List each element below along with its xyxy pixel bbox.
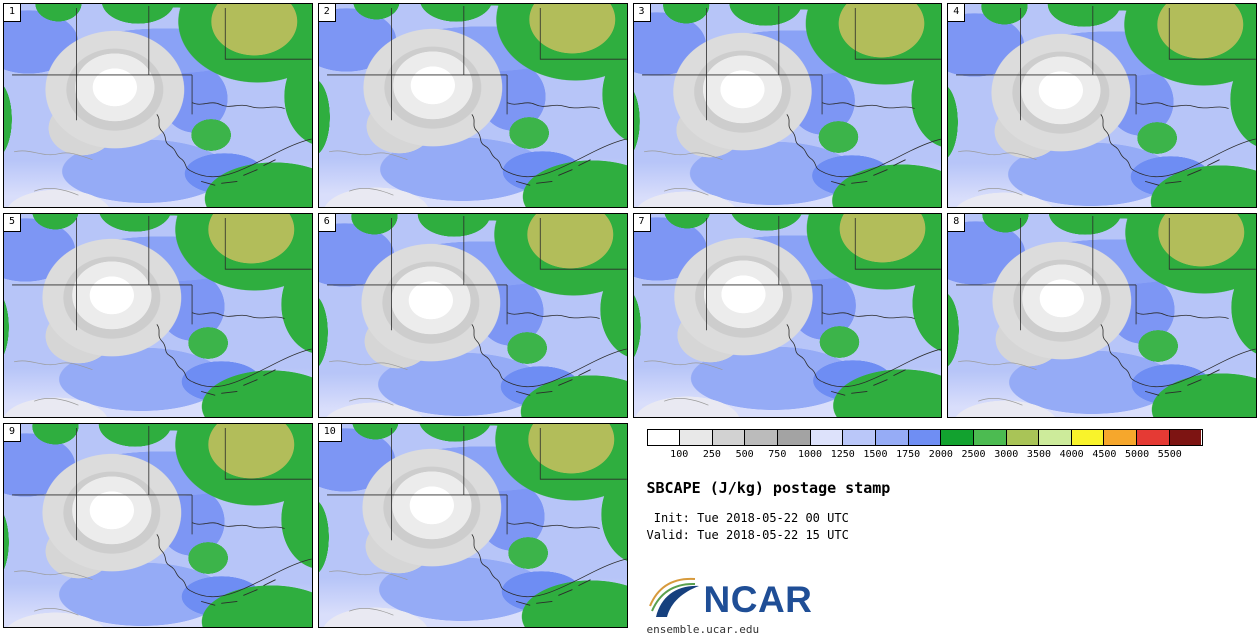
colorbar-tick-label: 250: [702, 449, 721, 460]
state-borders-overlay: [326, 215, 627, 406]
cape-field-map: [948, 4, 1257, 207]
colorbar-tick-label: 100: [670, 449, 689, 460]
map-panel: 10: [317, 423, 628, 628]
colorbar-box: [941, 430, 974, 445]
panel-number: 3: [633, 4, 651, 22]
map-panel: 4: [947, 3, 1257, 208]
cape-field-map: [633, 214, 942, 417]
colorbar-tick-label: 5500: [1157, 449, 1182, 460]
chart-title: SBCAPE (J/kg) postage stamp: [646, 479, 891, 497]
cape-field-map: [318, 214, 627, 417]
colorbar-tick-label: 3500: [1026, 449, 1052, 460]
colorbar-box: [778, 430, 811, 445]
panel-number: 7: [633, 214, 651, 232]
colorbar-box: [1137, 430, 1170, 445]
map-panel: 2: [317, 3, 628, 208]
colorbar-box: [680, 430, 713, 445]
cape-field-map: [3, 424, 312, 627]
colorbar-tick-label: 500: [735, 449, 754, 460]
colorbar-box: [810, 430, 844, 445]
colorbar-tick-label: 4500: [1092, 449, 1117, 460]
panel-number: 1: [4, 4, 22, 22]
state-borders-overlay: [641, 215, 942, 406]
colorbar: [646, 429, 1203, 446]
panel-number: 4: [948, 4, 966, 22]
state-borders-overlay: [641, 5, 942, 196]
time-info: Init: Tue 2018-05-22 00 UTC Valid: Tue 2…: [647, 510, 1250, 544]
cape-field-map: [318, 4, 627, 207]
cape-field-map: [3, 4, 312, 207]
map-panel: 1: [3, 3, 313, 208]
state-borders-overlay: [955, 5, 1256, 196]
colorbar-box: [712, 430, 746, 445]
colorbar-tick-label: 1250: [830, 449, 855, 460]
cape-field-map: [3, 214, 312, 417]
state-borders-overlay: [955, 215, 1256, 406]
colorbar-tick-label: 2000: [928, 449, 953, 460]
state-borders-overlay: [11, 5, 312, 196]
map-panel: 9: [3, 423, 313, 628]
ncar-logo-text: NCAR: [703, 579, 813, 621]
colorbar-tick-label: 4000: [1059, 449, 1084, 460]
state-borders-overlay: [11, 215, 312, 406]
colorbar-box: [1104, 430, 1138, 445]
cape-field-map: [318, 424, 627, 627]
cape-field-map: [948, 214, 1257, 417]
colorbar-tick-label: 750: [768, 449, 787, 460]
colorbar-tick-label: 1000: [797, 449, 823, 460]
colorbar-box: [1169, 430, 1202, 445]
legend-block: 100 250 500 750 1000 1250 1500 1750 2000 2500 3000…: [633, 423, 1258, 636]
colorbar-tick-label: 2500: [961, 449, 986, 460]
state-borders-overlay: [326, 5, 627, 196]
cape-field-map: [633, 4, 942, 207]
colorbar-box: [908, 430, 942, 445]
panel-number: 8: [948, 214, 966, 232]
panel-number: 10: [318, 424, 342, 442]
colorbar-ticks: 100 250 500 750 1000 1250 1500 1750 2000 2500 3000…: [647, 449, 1203, 463]
map-panel: 5: [3, 213, 313, 418]
map-panel: 3: [632, 3, 943, 208]
ncar-swoosh-icon: [648, 577, 699, 617]
panel-number: 9: [4, 424, 22, 442]
colorbar-box: [843, 430, 876, 445]
map-panel: 8: [947, 213, 1257, 418]
colorbar-tick-label: 1500: [863, 449, 888, 460]
valid-time: Valid: Tue 2018-05-22 15 UTC: [646, 527, 849, 542]
panel-number: 5: [4, 214, 22, 232]
init-time: Init: Tue 2018-05-22 00 UTC: [646, 511, 849, 525]
colorbar-box: [745, 430, 779, 445]
state-borders-overlay: [326, 425, 627, 616]
map-panel: 6: [317, 213, 628, 418]
colorbar-tick-label: 5000: [1125, 449, 1150, 460]
ncar-logo: NCAR: [647, 574, 1250, 621]
map-panel: 7: [632, 213, 943, 418]
panel-number: 2: [318, 4, 336, 22]
panel-number: 6: [318, 214, 336, 232]
colorbar-tick-label: 3000: [994, 449, 1019, 460]
colorbar-box: [973, 430, 1007, 445]
site-url: ensemble.ucar.edu: [646, 622, 760, 636]
colorbar-box: [647, 430, 681, 445]
state-borders-overlay: [11, 425, 312, 616]
colorbar-box: [875, 430, 909, 445]
colorbar-box: [1039, 430, 1072, 445]
colorbar-tick-label: 1750: [896, 449, 921, 460]
colorbar-box: [1071, 430, 1105, 445]
colorbar-box: [1006, 430, 1040, 445]
